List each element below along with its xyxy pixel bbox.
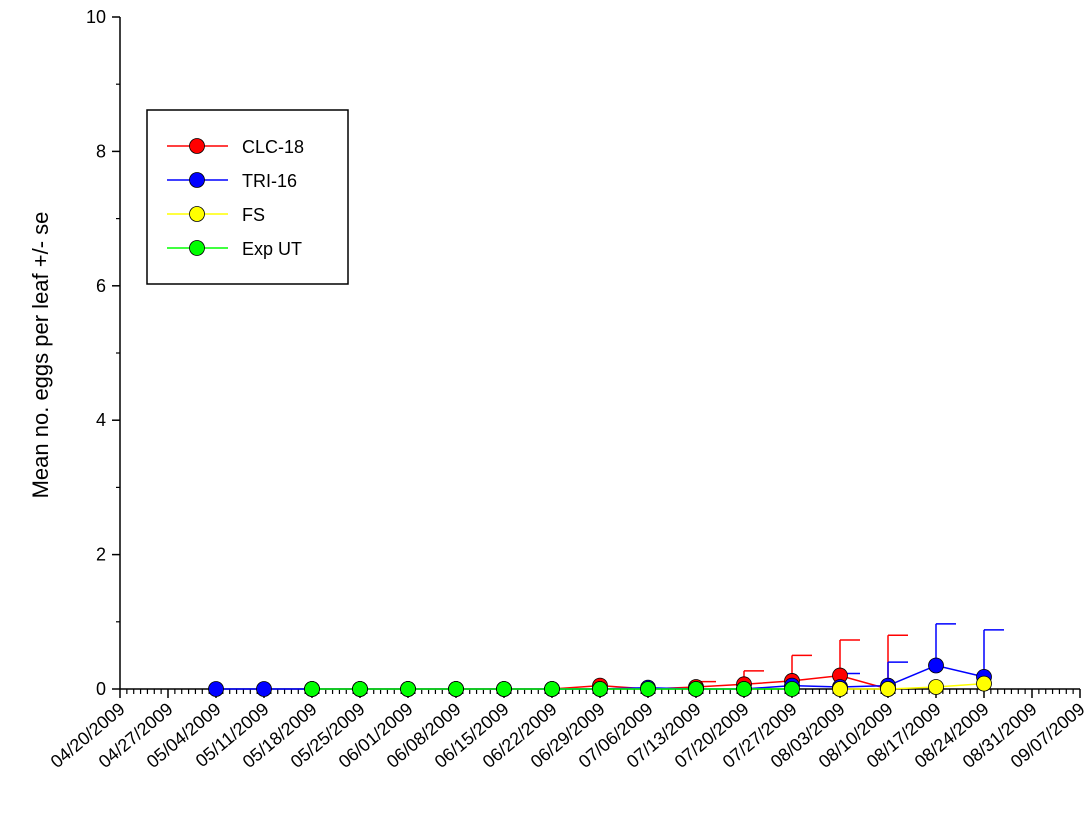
x-tick-labels: 04/20/200904/27/200905/04/200905/11/2009…	[47, 699, 1087, 772]
point-exp-ut	[544, 681, 560, 697]
y-tick-labels: 0 2 4 6 8 10	[86, 7, 106, 699]
point-exp-ut	[640, 681, 656, 697]
point-tri-16	[928, 657, 944, 674]
point-fs	[928, 679, 944, 695]
point-fs	[880, 681, 896, 697]
point-exp-ut	[784, 681, 800, 697]
data-points	[208, 657, 992, 697]
legend-label-exp-ut: Exp UT	[242, 239, 302, 259]
legend-marker-clc-18	[189, 138, 205, 154]
point-exp-ut	[496, 681, 512, 697]
legend-marker-fs	[189, 206, 205, 222]
point-exp-ut	[304, 681, 320, 697]
point-exp-ut	[400, 681, 416, 697]
y-tick-label: 4	[96, 410, 106, 430]
legend-box	[146, 109, 349, 285]
y-tick-label: 6	[96, 276, 106, 296]
point-exp-ut	[592, 681, 608, 697]
point-exp-ut	[352, 681, 368, 697]
y-tick-label: 10	[86, 7, 106, 27]
point-tri-16	[256, 681, 272, 697]
legend-label-fs: FS	[242, 205, 265, 225]
y-tick-label: 8	[96, 141, 106, 161]
point-exp-ut	[736, 681, 752, 697]
point-exp-ut	[448, 681, 464, 697]
point-fs	[976, 675, 992, 692]
legend-marker-tri-16	[189, 172, 205, 188]
legend-label-tri-16: TRI-16	[242, 171, 297, 191]
point-tri-16	[208, 681, 224, 697]
y-axis-title: Mean no. eggs per leaf +/- se	[28, 212, 53, 499]
y-tick-label: 2	[96, 545, 106, 565]
point-fs	[832, 681, 848, 697]
legend-label-clc-18: CLC-18	[242, 137, 304, 157]
y-tick-label: 0	[96, 679, 106, 699]
legend: CLC-18 TRI-16 FS Exp UT	[146, 109, 349, 285]
series-line-fs	[840, 682, 985, 690]
legend-marker-exp-ut	[189, 240, 205, 256]
point-exp-ut	[688, 681, 704, 697]
